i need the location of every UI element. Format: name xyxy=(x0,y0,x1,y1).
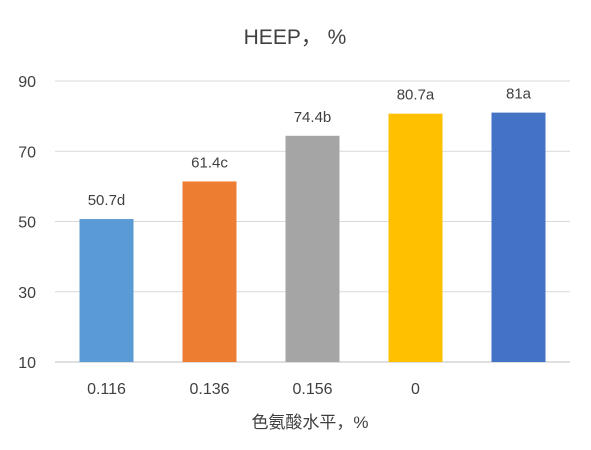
bar-data-label: 50.7d xyxy=(88,192,126,209)
y-tick-label: 30 xyxy=(18,285,36,302)
bar-data-label: 80.7a xyxy=(397,87,435,104)
bar xyxy=(285,135,340,362)
y-axis-ticks: 10 30 50 70 90 xyxy=(18,74,36,372)
x-axis-ticks: 0.116 0.136 0.156 0 xyxy=(87,381,420,398)
x-axis-title: 色氨酸水平，% xyxy=(251,413,368,432)
chart-title: HEEP， % xyxy=(244,26,347,49)
y-tick-label: 70 xyxy=(18,144,36,161)
y-tick-label: 50 xyxy=(18,215,36,232)
x-tick-label: 0 xyxy=(411,381,420,398)
bar-data-label: 61.4c xyxy=(191,154,228,171)
bar-data-label: 81a xyxy=(506,86,532,103)
y-tick-label: 90 xyxy=(18,74,36,91)
bar-data-label: 74.4b xyxy=(294,109,332,126)
y-tick-label: 10 xyxy=(18,355,36,372)
bars xyxy=(79,112,546,362)
data-labels: 50.7d 61.4c 74.4b 80.7a 81a xyxy=(88,86,532,209)
x-tick-label: 0.156 xyxy=(292,381,332,398)
x-tick-label: 0.136 xyxy=(189,381,229,398)
x-tick-label: 0.116 xyxy=(87,381,126,398)
bar xyxy=(79,219,134,362)
bar xyxy=(182,181,237,362)
bar xyxy=(388,113,443,362)
bar xyxy=(491,112,546,362)
